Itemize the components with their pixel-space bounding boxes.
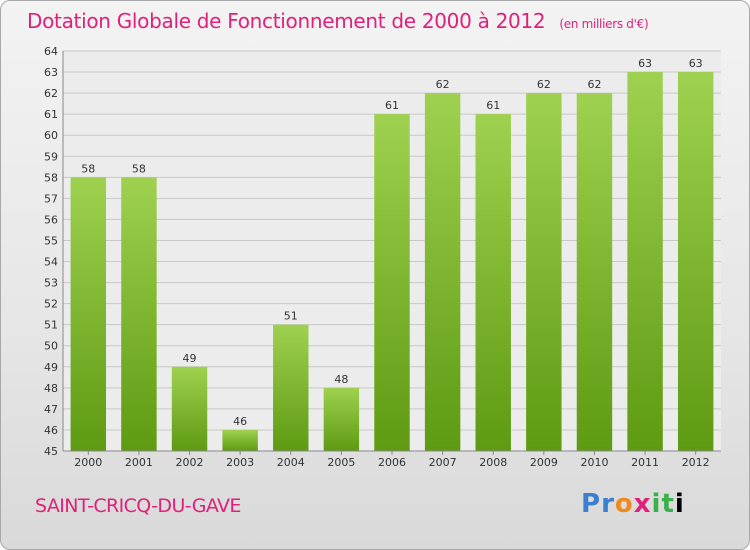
x-tick-label-2006: 2006 — [378, 456, 406, 469]
bar-2000 — [70, 177, 107, 451]
x-tick-label-2007: 2007 — [429, 456, 457, 469]
bar-2003 — [222, 429, 258, 451]
chart-title: Dotation Globale de Fonctionnement de 20… — [27, 9, 649, 33]
bar-2011 — [627, 72, 663, 451]
x-tick-label-2009: 2009 — [530, 456, 558, 469]
x-tick-label-2001: 2001 — [125, 456, 153, 469]
data-label-2010: 62 — [587, 78, 601, 91]
bar-2010 — [576, 93, 613, 452]
y-tick-label: 53 — [44, 277, 58, 290]
y-tick-label: 48 — [44, 382, 58, 395]
x-tick-label-2005: 2005 — [327, 456, 355, 469]
bar-2008 — [475, 114, 511, 451]
x-tick-label-2011: 2011 — [631, 456, 659, 469]
data-label-2003: 46 — [233, 415, 247, 428]
x-tick-label-2010: 2010 — [580, 456, 608, 469]
x-tick-label-2002: 2002 — [176, 456, 204, 469]
bar-2001 — [121, 177, 157, 451]
data-label-2000: 58 — [81, 162, 95, 175]
data-label-2009: 62 — [537, 78, 551, 91]
x-tick-label-2012: 2012 — [682, 456, 710, 469]
y-tick-label: 54 — [44, 256, 58, 269]
bar-2004 — [273, 324, 309, 451]
y-tick-label: 60 — [44, 129, 58, 142]
y-tick-label: 51 — [44, 319, 58, 332]
y-tick-label: 58 — [44, 171, 58, 184]
bar-2009 — [526, 93, 562, 452]
y-tick-label: 49 — [44, 361, 58, 374]
y-tick-label: 61 — [44, 108, 58, 121]
y-tick-label: 63 — [44, 66, 58, 79]
data-label-2002: 49 — [183, 352, 197, 365]
y-tick-label: 45 — [44, 445, 58, 458]
x-tick-label-2000: 2000 — [74, 456, 102, 469]
x-tick-label-2004: 2004 — [277, 456, 305, 469]
data-label-2006: 61 — [385, 99, 399, 112]
x-tick-label-2008: 2008 — [479, 456, 507, 469]
y-tick-label: 55 — [44, 234, 58, 247]
data-label-2012: 63 — [689, 57, 703, 70]
bar-2002 — [171, 366, 208, 451]
data-label-2005: 48 — [334, 373, 348, 386]
chart-unit-note: (en milliers d'€) — [559, 17, 649, 31]
data-label-2001: 58 — [132, 162, 146, 175]
proxiti-logo: Proxiti — [581, 489, 685, 519]
y-tick-label: 50 — [44, 340, 58, 353]
data-label-2011: 63 — [638, 57, 652, 70]
y-tick-label: 59 — [44, 150, 58, 163]
city-name: SAINT-CRICQ-DU-GAVE — [35, 495, 241, 517]
y-tick-label: 62 — [44, 87, 58, 100]
data-label-2008: 61 — [486, 99, 500, 112]
y-tick-label: 47 — [44, 403, 58, 416]
data-label-2004: 51 — [284, 310, 298, 323]
y-tick-label: 46 — [44, 424, 58, 437]
bar-2007 — [424, 93, 461, 452]
y-tick-label: 52 — [44, 298, 58, 311]
bar-2006 — [374, 114, 410, 451]
chart-title-text: Dotation Globale de Fonctionnement de 20… — [27, 9, 546, 33]
y-tick-label: 57 — [44, 192, 58, 205]
y-tick-label: 56 — [44, 213, 58, 226]
y-tick-label: 64 — [44, 45, 58, 58]
bar-2005 — [323, 387, 360, 451]
data-label-2007: 62 — [436, 78, 450, 91]
bar-2012 — [677, 72, 714, 451]
x-tick-label-2003: 2003 — [226, 456, 254, 469]
